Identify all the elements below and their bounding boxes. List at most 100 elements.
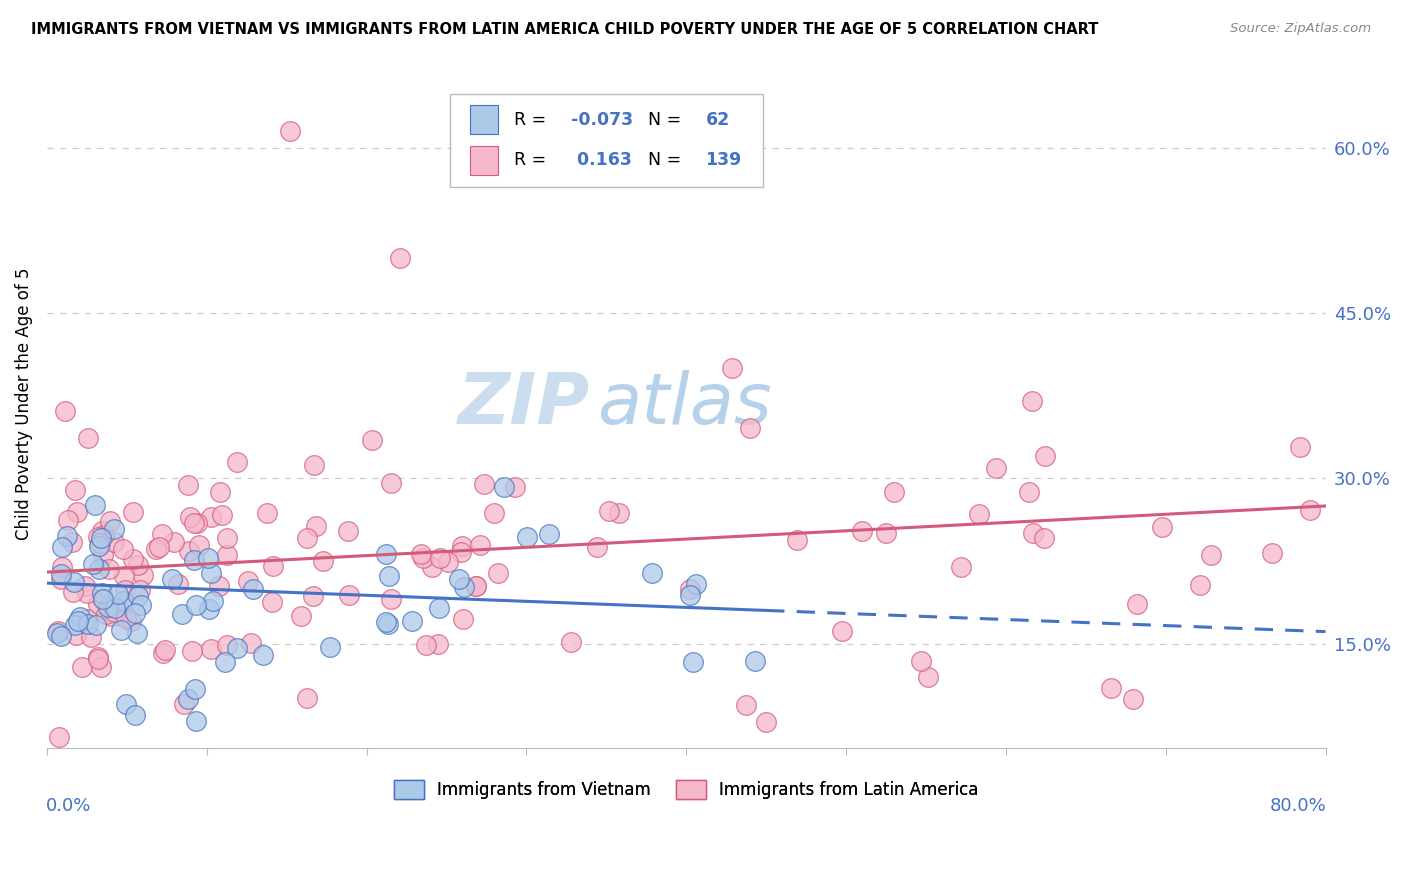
Point (183, 516, 205, 531)
Point (91, 524, 114, 539)
Point (103, 522, 125, 536)
Point (103, 605, 125, 619)
Point (49, 629, 72, 643)
Point (738, 421, 761, 435)
Point (949, 559, 972, 574)
Point (1189, 577, 1212, 591)
Point (492, 480, 515, 494)
Point (60, 534, 83, 549)
Point (883, 485, 905, 500)
Text: 0.0%: 0.0% (45, 797, 91, 814)
Point (97, 601, 120, 615)
Point (917, 670, 939, 684)
Point (1022, 526, 1045, 541)
Point (1033, 449, 1056, 463)
Point (537, 527, 560, 541)
Point (875, 525, 897, 540)
Point (87, 562, 110, 576)
Point (486, 566, 509, 580)
Point (188, 538, 211, 552)
Point (380, 476, 402, 491)
Point (89, 536, 111, 550)
Point (114, 698, 136, 712)
Point (1122, 691, 1144, 706)
Point (51, 559, 73, 574)
Point (91, 586, 114, 600)
Point (115, 611, 138, 625)
Point (1201, 548, 1223, 562)
Point (1299, 503, 1322, 517)
Point (145, 541, 167, 556)
Point (112, 569, 135, 583)
Point (295, 531, 318, 545)
Point (260, 595, 283, 609)
Point (215, 638, 238, 652)
Point (450, 545, 472, 559)
Point (91, 549, 114, 563)
Point (735, 698, 758, 713)
Point (87, 530, 110, 544)
Point (103, 535, 125, 549)
Point (679, 582, 702, 596)
Point (226, 455, 249, 469)
Point (401, 614, 423, 628)
Point (110, 624, 132, 638)
Point (215, 532, 238, 546)
Point (48, 731, 70, 745)
Point (65, 628, 87, 642)
Text: N =: N = (648, 152, 686, 169)
Point (290, 609, 312, 624)
Text: 0.163: 0.163 (571, 152, 633, 169)
Point (125, 626, 148, 640)
Point (209, 485, 232, 500)
Point (46, 626, 69, 640)
Point (305, 518, 328, 533)
Point (851, 524, 873, 538)
Text: N =: N = (648, 111, 686, 128)
FancyBboxPatch shape (470, 105, 498, 134)
Point (720, 361, 742, 376)
Text: -0.073: -0.073 (571, 111, 633, 128)
Point (377, 617, 399, 632)
Point (84, 618, 107, 632)
Point (90, 591, 112, 606)
Point (682, 655, 704, 669)
Point (83, 498, 105, 512)
Point (744, 654, 766, 668)
Point (167, 577, 190, 591)
Point (66, 505, 89, 519)
Point (86, 649, 108, 664)
Point (453, 612, 475, 626)
Point (51, 541, 73, 555)
Point (560, 635, 582, 649)
Point (208, 579, 231, 593)
Point (200, 509, 222, 524)
Point (1125, 598, 1147, 612)
Point (256, 506, 278, 520)
Point (1099, 681, 1122, 696)
Point (100, 609, 122, 624)
Point (69, 610, 91, 624)
Point (186, 516, 208, 530)
Point (427, 637, 450, 651)
Point (482, 507, 505, 521)
Point (429, 551, 451, 566)
Point (1021, 394, 1043, 409)
Point (984, 460, 1007, 475)
Point (91, 591, 114, 606)
Point (94, 607, 117, 621)
Point (76, 586, 98, 600)
Point (374, 548, 396, 562)
Point (200, 566, 222, 581)
Point (214, 655, 236, 669)
Text: atlas: atlas (596, 369, 772, 439)
Point (177, 691, 200, 706)
Point (162, 572, 184, 586)
Point (437, 555, 460, 569)
Point (124, 606, 146, 620)
Point (380, 592, 402, 607)
Point (184, 681, 207, 696)
Point (93, 527, 115, 541)
Point (63, 483, 86, 497)
Point (389, 251, 412, 265)
